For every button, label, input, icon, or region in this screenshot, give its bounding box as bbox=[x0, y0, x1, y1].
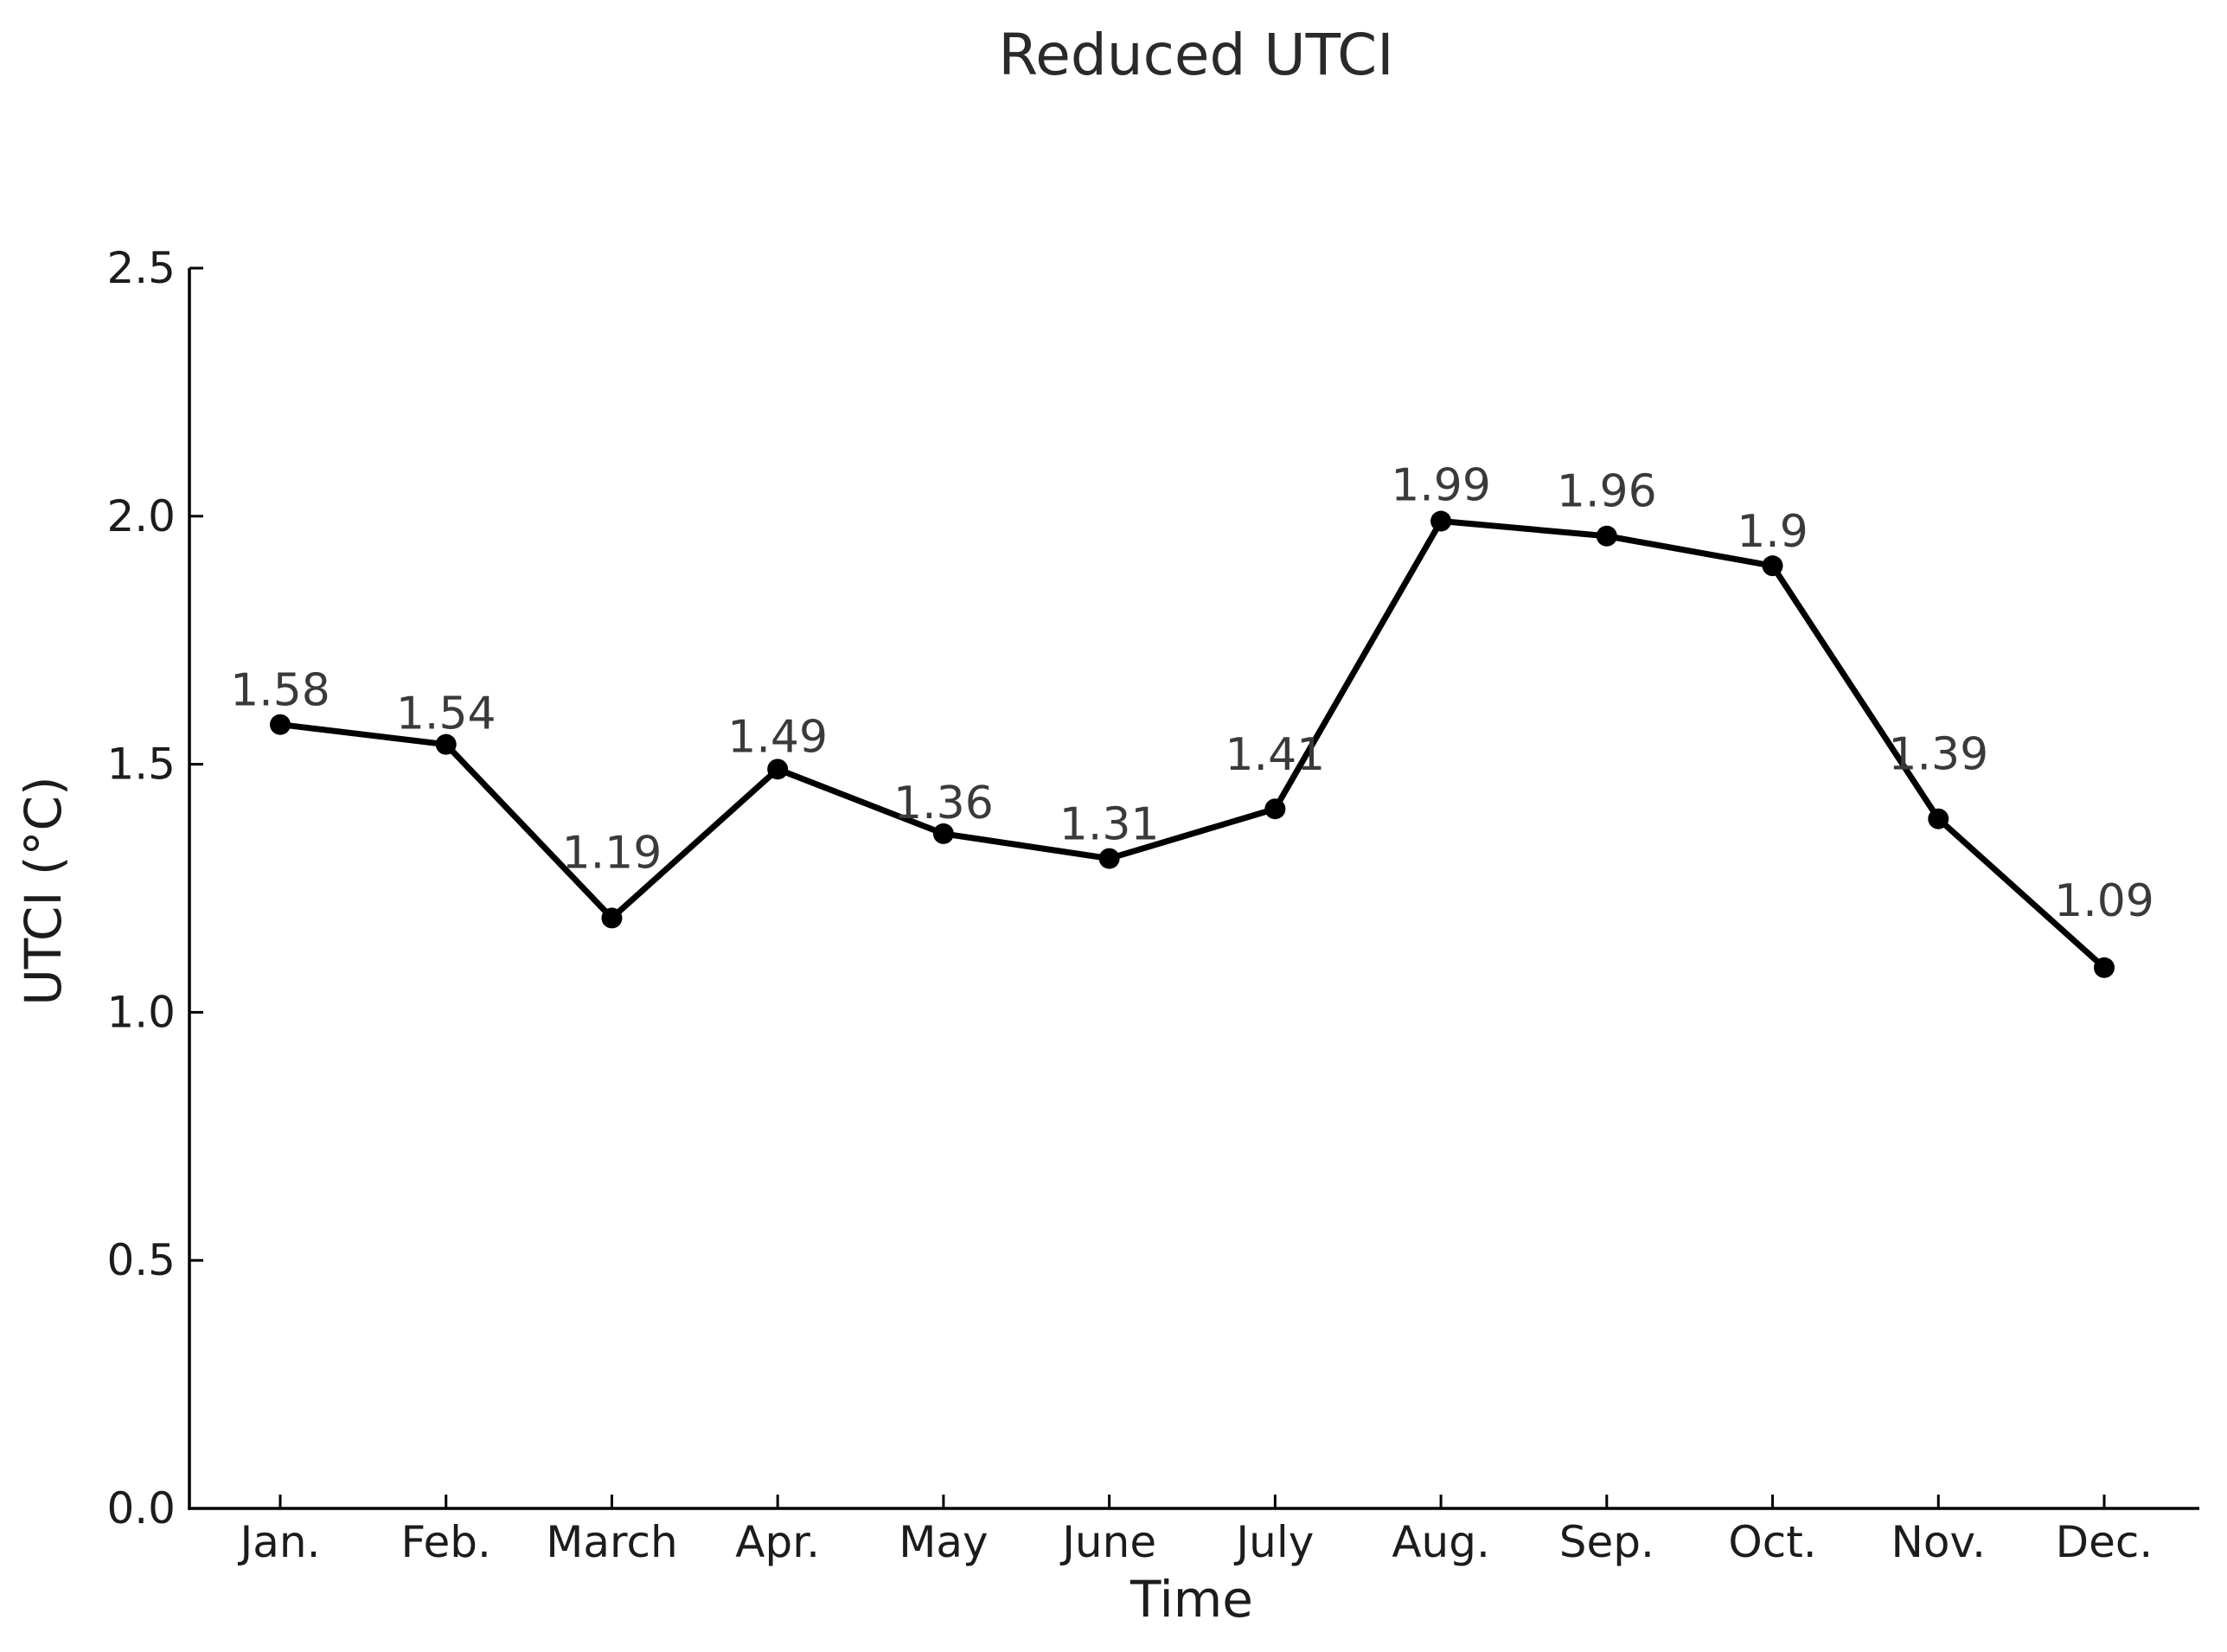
x-tick-label: July bbox=[1233, 1517, 1314, 1567]
x-tick-label: Sep. bbox=[1559, 1517, 1654, 1567]
x-tick-label: June bbox=[1059, 1517, 1156, 1567]
data-point-label: 1.54 bbox=[396, 688, 496, 740]
axes bbox=[188, 268, 2199, 1510]
y-tick-label: 2.5 bbox=[106, 243, 176, 293]
data-point-label: 1.96 bbox=[1557, 466, 1657, 518]
data-point-marker bbox=[1762, 555, 1783, 577]
data-point-label: 1.49 bbox=[727, 711, 828, 763]
data-point-label: 1.09 bbox=[2054, 875, 2154, 927]
x-tick-label: Feb. bbox=[401, 1517, 491, 1567]
x-tick-label: May bbox=[899, 1517, 988, 1567]
x-tick-label: Aug. bbox=[1392, 1517, 1490, 1567]
x-tick-label: Jan. bbox=[238, 1517, 321, 1567]
data-point-label: 1.99 bbox=[1391, 460, 1491, 512]
x-tick-label: Oct. bbox=[1728, 1517, 1816, 1567]
data-point-marker bbox=[1596, 525, 1617, 547]
chart-title: Reduced UTCI bbox=[998, 22, 1393, 88]
data-point-marker bbox=[601, 907, 623, 929]
data-point-marker bbox=[1098, 848, 1120, 869]
y-tick-label: 1.0 bbox=[106, 987, 176, 1037]
x-tick-label: Nov. bbox=[1891, 1517, 1986, 1567]
data-point-label: 1.41 bbox=[1225, 729, 1325, 781]
x-axis-label: Time bbox=[1129, 1570, 1253, 1629]
y-tick-label: 0.5 bbox=[106, 1235, 176, 1285]
x-tick-label: Dec. bbox=[2056, 1517, 2153, 1567]
data-series bbox=[270, 510, 2115, 978]
data-point-marker bbox=[435, 733, 457, 755]
data-point-label: 1.36 bbox=[893, 778, 994, 829]
data-point-label: 1.9 bbox=[1737, 506, 1808, 558]
data-point-marker bbox=[767, 759, 789, 780]
x-tick-label: March bbox=[546, 1517, 677, 1567]
data-point-label: 1.39 bbox=[1888, 729, 1988, 781]
y-axis-label: UTCI (°C) bbox=[14, 776, 73, 1005]
data-point-marker bbox=[270, 714, 291, 735]
data-point-label: 1.31 bbox=[1059, 799, 1160, 851]
data-point-marker bbox=[2094, 957, 2115, 978]
x-axis-ticks: Jan. Feb. March Apr. May June July Aug. Sep. Oct.… bbox=[238, 1495, 2153, 1567]
data-point-marker bbox=[1264, 798, 1286, 820]
data-point-marker bbox=[932, 823, 954, 844]
y-axis-ticks: 0.0 0.5 1.0 1.5 2.0 2.5 bbox=[106, 243, 203, 1534]
data-point-marker bbox=[1430, 510, 1452, 532]
data-point-marker bbox=[1928, 808, 1949, 829]
series-line bbox=[277, 518, 2108, 971]
y-tick-label: 0.0 bbox=[106, 1483, 176, 1534]
y-tick-label: 1.5 bbox=[106, 740, 176, 790]
data-point-label: 1.19 bbox=[562, 827, 662, 879]
data-point-labels: 1.58 1.54 1.19 1.49 1.36 1.31 1.41 1.99 1.96 1.9 1… bbox=[230, 460, 2154, 927]
x-tick-label: Apr. bbox=[735, 1517, 820, 1567]
data-point-label: 1.58 bbox=[230, 665, 330, 717]
y-tick-label: 2.0 bbox=[106, 491, 176, 541]
